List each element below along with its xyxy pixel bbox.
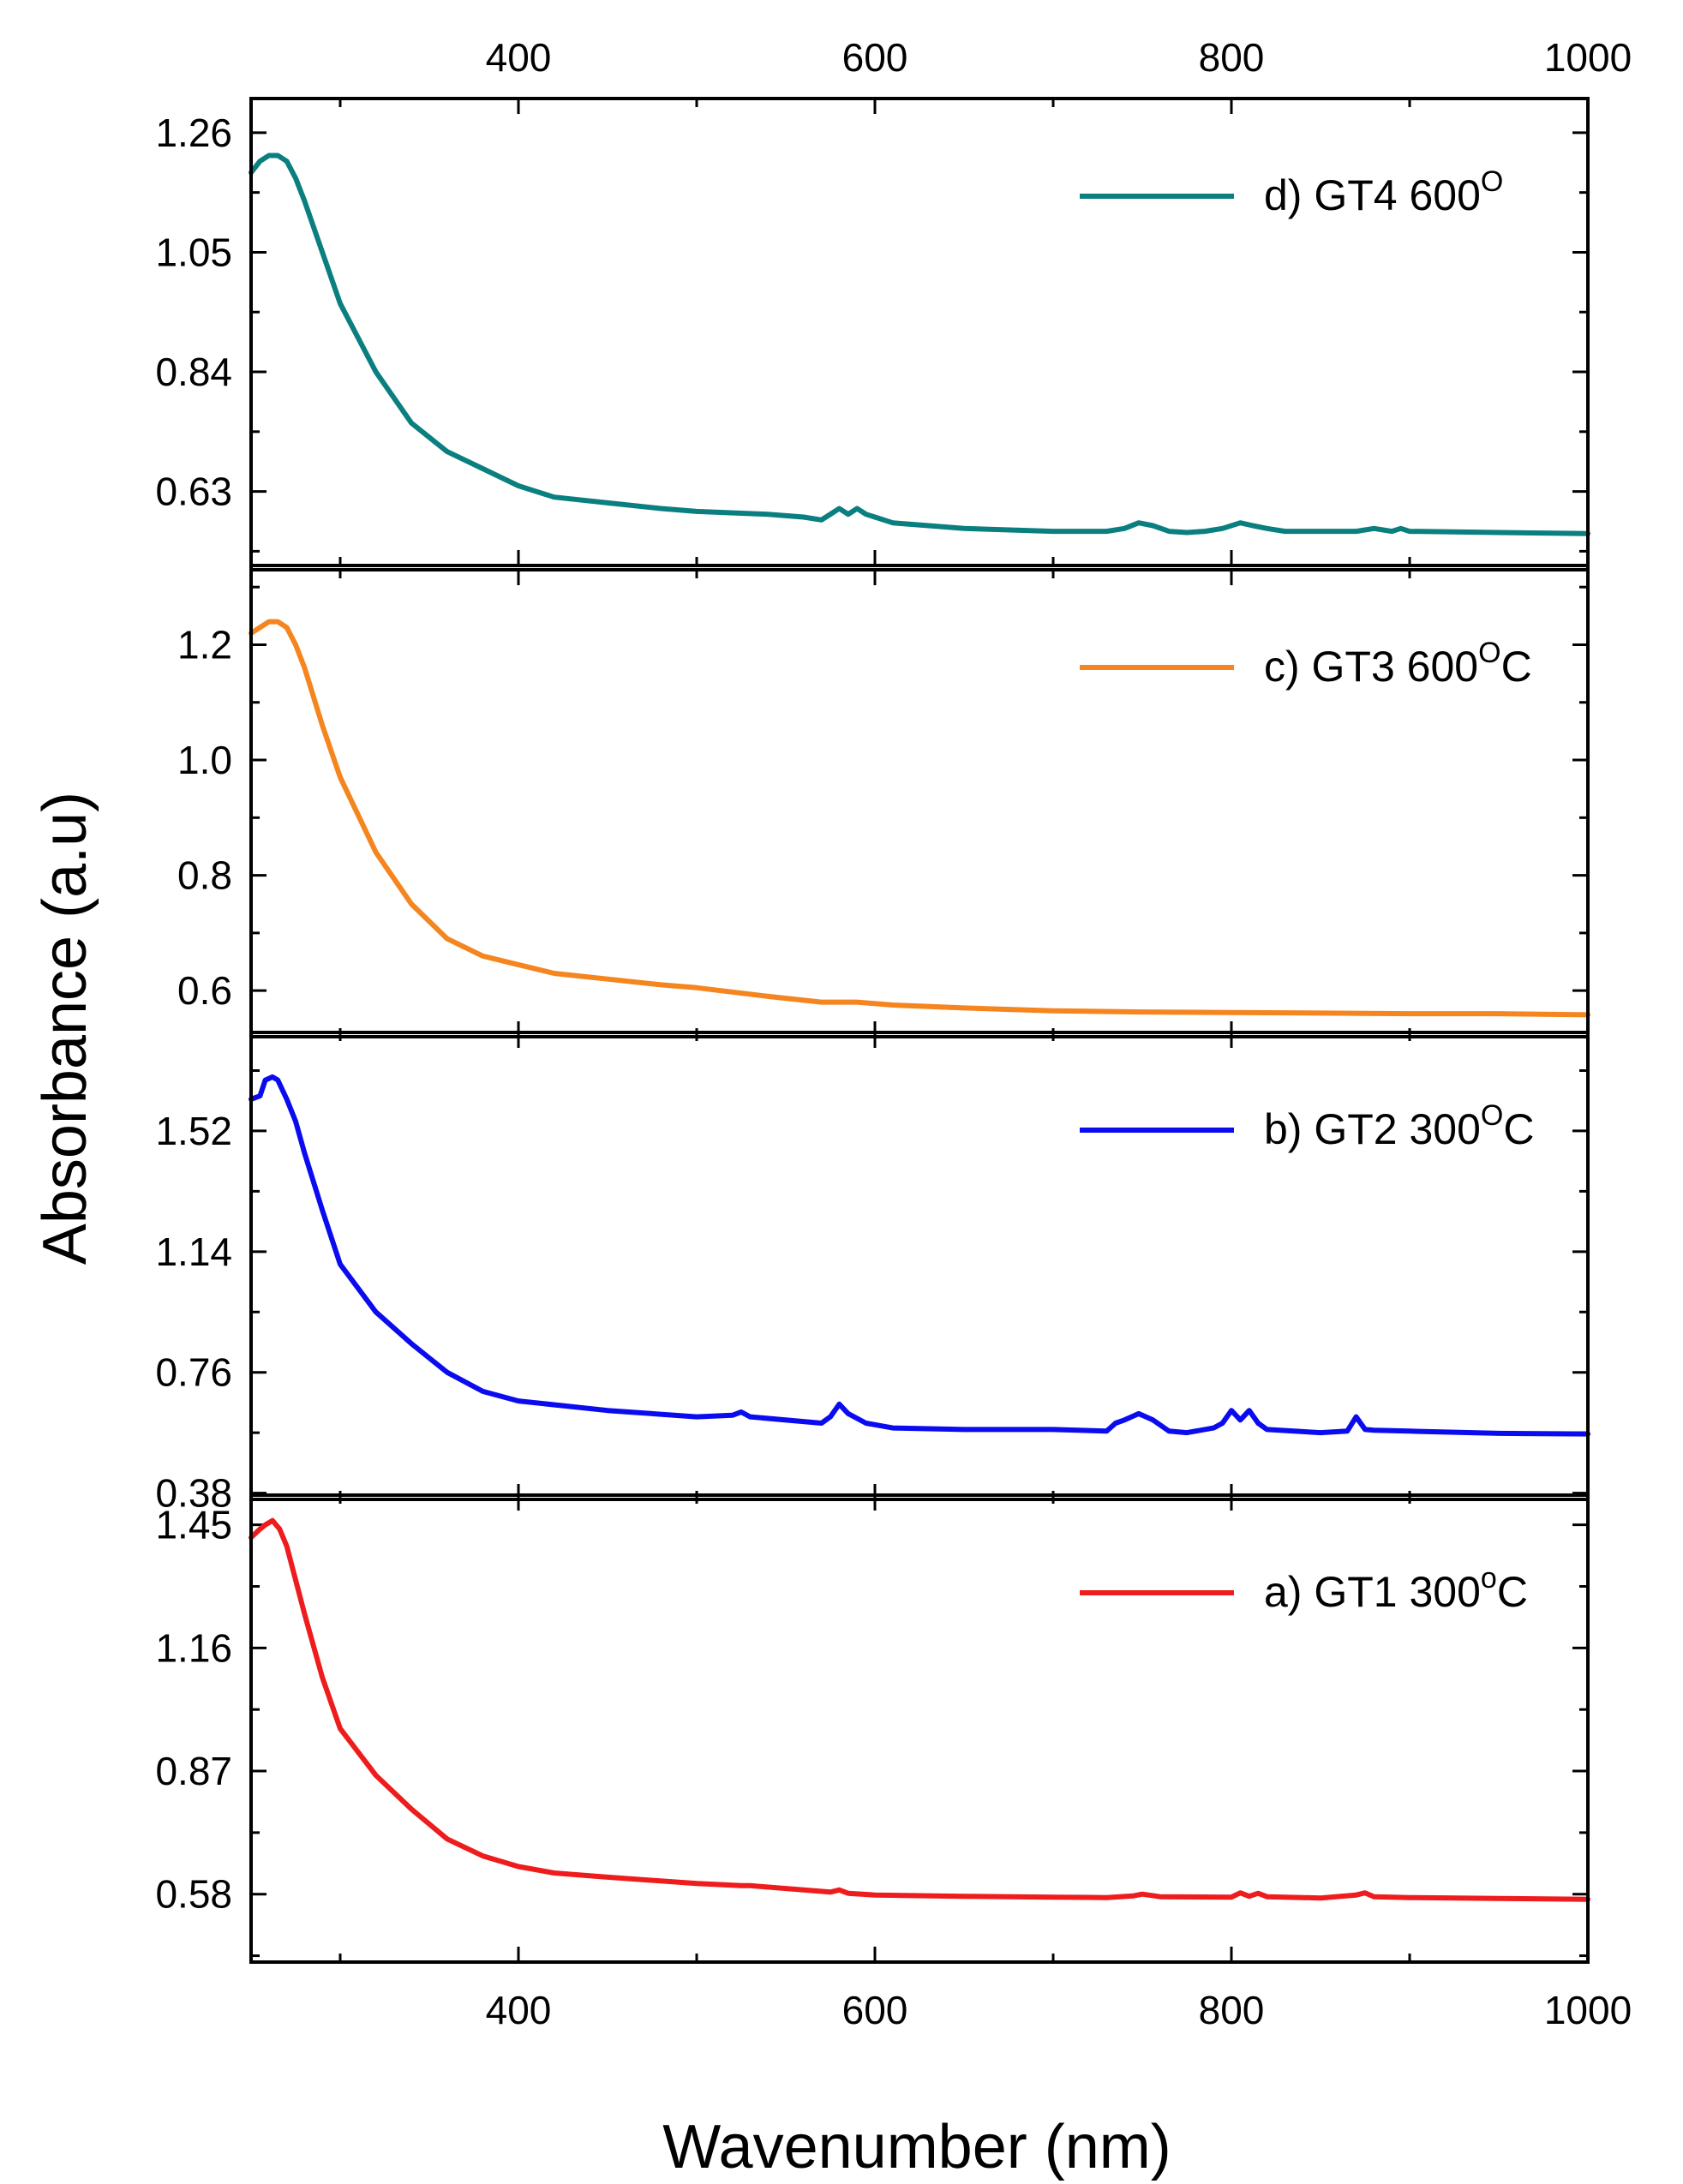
- legend-label-d: d) GT4 600O: [1264, 165, 1503, 219]
- y-tick-label-b: 1.14: [155, 1230, 232, 1274]
- y-axis-title: Absorbance (a.u): [31, 792, 99, 1265]
- x-top-tick-label: 1000: [1544, 35, 1632, 80]
- y-tick-label-a: 0.87: [155, 1749, 232, 1793]
- panel-a: 0.58 0.87 1.16 1.45 a) GT1 300oC: [155, 1493, 1590, 1964]
- y-tick-label-b: 1.52: [155, 1109, 232, 1153]
- y-tick-label-a: 1.45: [155, 1503, 232, 1547]
- y-tick-label-d: 1.05: [155, 230, 232, 274]
- legend-label-b: b) GT2 300OC: [1264, 1099, 1534, 1153]
- legend-label-c: c) GT3 600OC: [1264, 637, 1532, 691]
- y-tick-label-d: 1.26: [155, 111, 232, 155]
- series-line-b: [249, 1074, 1590, 1437]
- panel-frame-a: [249, 1493, 1590, 1964]
- y-tick-label-c: 0.6: [177, 968, 232, 1013]
- y-tick-label-d: 0.84: [155, 350, 232, 394]
- series-line-a: [249, 1517, 1590, 1902]
- panel-frame-d: [249, 97, 1590, 567]
- panel-d: 0.63 0.84 1.05 1.26 d) GT4 600O: [155, 97, 1590, 567]
- y-tick-label-c: 1.2: [177, 622, 232, 667]
- x-tick-label: 1000: [1544, 1988, 1632, 2032]
- y-tick-label-a: 1.16: [155, 1625, 232, 1670]
- y-tick-label-d: 0.63: [155, 470, 232, 514]
- panel-frame-c: [249, 568, 1590, 1038]
- plot-frame: [249, 97, 1590, 1964]
- x-tick-label: 800: [1199, 1988, 1265, 2032]
- x-tick-label: 400: [486, 1988, 552, 2032]
- legend-label-a: a) GT1 300oC: [1264, 1562, 1528, 1616]
- y-tick-label-b: 0.38: [155, 1471, 232, 1516]
- x-top-tick-label: 800: [1199, 35, 1265, 80]
- y-tick-label-c: 1.0: [177, 738, 232, 782]
- plot-layer: 0.63 0.84 1.05 1.26 d) GT4 600O 0.6 0.8 1.0 1.2 c…: [155, 35, 1632, 2032]
- series-line-c: [249, 619, 1590, 1018]
- y-tick-label-a: 0.58: [155, 1872, 232, 1917]
- x-axis-title: Wavenumber (nm): [662, 2113, 1171, 2181]
- panel-b: 0.38 0.76 1.14 1.52 b) GT2 300OC: [155, 1031, 1590, 1516]
- y-tick-label-b: 0.76: [155, 1350, 232, 1395]
- x-top-tick-label: 600: [842, 35, 908, 80]
- panel-c: 0.6 0.8 1.0 1.2 c) GT3 600OC: [177, 568, 1590, 1038]
- x-tick-label: 600: [842, 1988, 908, 2032]
- y-tick-label-c: 0.8: [177, 853, 232, 898]
- x-top-tick-label: 400: [486, 35, 552, 80]
- series-line-d: [249, 153, 1590, 536]
